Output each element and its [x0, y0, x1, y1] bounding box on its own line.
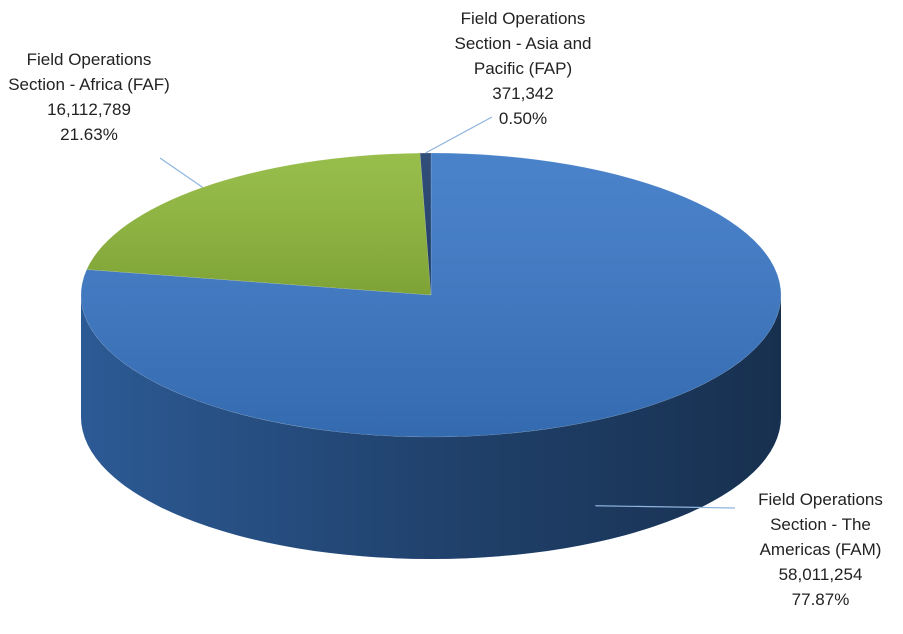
- leader-line: [425, 116, 493, 154]
- leader-line: [595, 505, 736, 509]
- label-percent: 77.87%: [791, 590, 850, 609]
- label-value: 58,011,254: [778, 565, 863, 584]
- leader-line: [159, 157, 203, 188]
- data-label: Field Operations Section - Asia and Paci…: [438, 6, 608, 131]
- label-name: Field Operations Section - The Americas …: [758, 490, 883, 559]
- label-value: 371,342: [492, 84, 554, 103]
- top-shade: [81, 153, 781, 437]
- label-percent: 0.50%: [498, 109, 548, 128]
- data-label: Field Operations Section - Africa (FAF) 1…: [4, 47, 174, 147]
- label-name: Field Operations Section - Africa (FAF): [8, 50, 170, 94]
- top-shade: [86, 153, 431, 295]
- label-percent: 21.63%: [60, 125, 118, 144]
- data-label: Field Operations Section - The Americas …: [738, 487, 903, 612]
- side-shade: [81, 295, 781, 559]
- label-name: Field Operations Section - Asia and Paci…: [454, 9, 592, 78]
- label-value: 16,112,789: [47, 100, 131, 119]
- top-shade: [420, 153, 431, 295]
